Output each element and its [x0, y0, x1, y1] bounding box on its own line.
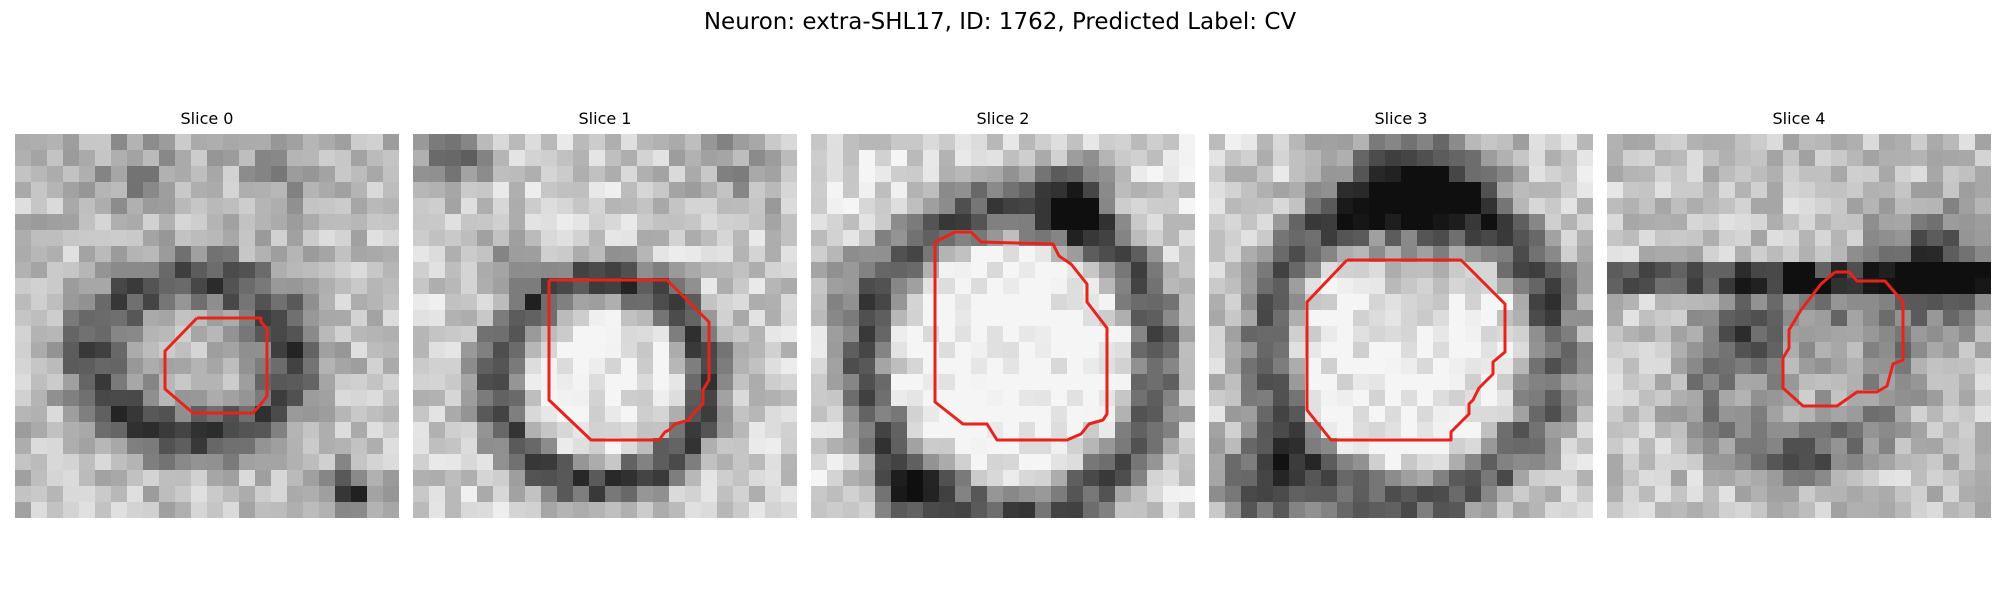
segmentation-contour — [547, 278, 711, 442]
slice-title: Slice 0 — [180, 109, 234, 128]
slice-image — [1607, 134, 1991, 518]
contour-overlay — [1305, 258, 1507, 442]
segmentation-contour — [933, 230, 1109, 442]
slice-image — [811, 134, 1195, 518]
grayscale-micrograph — [15, 134, 399, 518]
slice-image — [413, 134, 797, 518]
slice-image — [15, 134, 399, 518]
contour-overlay — [1781, 270, 1905, 408]
slice-title: Slice 3 — [1374, 109, 1428, 128]
grayscale-micrograph — [811, 134, 1195, 518]
contour-overlay — [933, 230, 1109, 442]
slice-title: Slice 2 — [976, 109, 1030, 128]
figure-title: Neuron: extra-SHL17, ID: 1762, Predicted… — [703, 9, 1297, 35]
slice-title: Slice 4 — [1772, 109, 1826, 128]
slice-title: Slice 1 — [578, 109, 632, 128]
contour-overlay — [547, 278, 711, 442]
grayscale-micrograph — [1209, 134, 1593, 518]
segmentation-contour — [163, 316, 269, 415]
segmentation-contour — [1781, 270, 1905, 408]
slice-image — [1209, 134, 1593, 518]
grayscale-micrograph — [1607, 134, 1991, 518]
segmentation-contour — [1305, 258, 1507, 442]
grayscale-micrograph — [413, 134, 797, 518]
contour-overlay — [163, 316, 269, 415]
